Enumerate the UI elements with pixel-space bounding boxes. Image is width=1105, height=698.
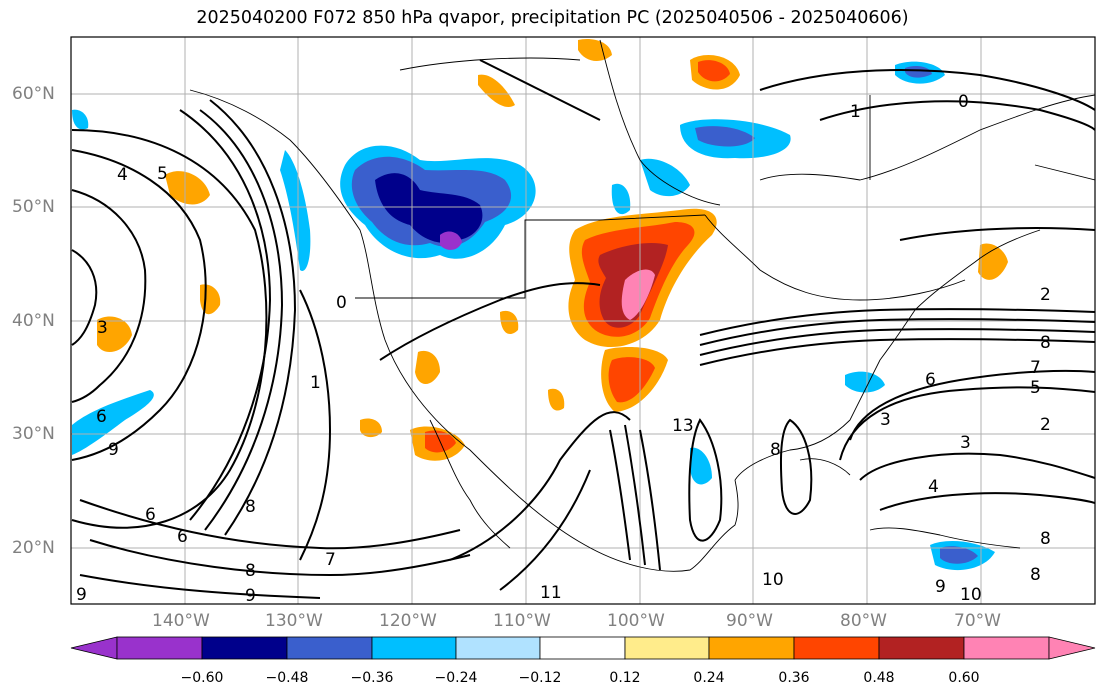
contour-label: 8 xyxy=(1030,565,1041,585)
colorbar-tick: 0.12 xyxy=(609,670,640,686)
lon-label-140: 140°W xyxy=(152,611,210,631)
lon-label-120: 120°W xyxy=(379,611,437,631)
contour-label: 11 xyxy=(540,583,562,603)
contour-label: 9 xyxy=(935,577,946,597)
contour-label: 1 xyxy=(850,102,861,122)
contour-label: 8 xyxy=(1040,529,1051,549)
precip-shading xyxy=(72,38,1008,571)
lat-label-40: 40°N xyxy=(12,311,55,331)
colorbar-extend-high xyxy=(1048,636,1096,660)
contour-label: 0 xyxy=(336,293,347,313)
contour-label: 2 xyxy=(1040,415,1051,435)
contour-label: 1 xyxy=(310,373,321,393)
colorbar-tick: −0.60 xyxy=(181,670,224,686)
contour-label: 3 xyxy=(960,433,971,453)
figure-title: 2025040200 F072 850 hPa qvapor, precipit… xyxy=(196,8,909,28)
contour-label: 10 xyxy=(960,585,982,605)
lon-label-80: 80°W xyxy=(840,611,887,631)
colorbar-tick: −0.24 xyxy=(435,670,478,686)
contour-label: 6 xyxy=(925,370,936,390)
contour-label: 3 xyxy=(97,318,108,338)
contour-label: 13 xyxy=(672,416,694,436)
contour-label: 8 xyxy=(1040,333,1051,353)
lat-label-50: 50°N xyxy=(12,197,55,217)
lon-label-90: 90°W xyxy=(726,611,773,631)
colorbar-extend-low xyxy=(70,636,118,660)
contour-label: 8 xyxy=(245,497,256,517)
colorbar-tick: 0.36 xyxy=(778,670,809,686)
lat-label-30: 30°N xyxy=(12,424,55,444)
lon-label-110: 110°W xyxy=(493,611,551,631)
colorbar-tick: 0.24 xyxy=(693,670,724,686)
contour-label: 3 xyxy=(880,410,891,430)
contour-label: 4 xyxy=(117,165,128,185)
contour-label: 8 xyxy=(770,440,781,460)
contour-label: 2 xyxy=(1040,285,1051,305)
contour-label: 5 xyxy=(157,164,168,184)
contour-label: 6 xyxy=(96,407,107,427)
contour-label: 7 xyxy=(325,550,336,570)
contour-label: 7 xyxy=(1030,358,1041,378)
colorbar: −0.60 −0.48 −0.36 −0.24 −0.12 0.12 0.24 … xyxy=(70,636,1096,686)
contour-label: 9 xyxy=(108,440,119,460)
colorbar-tick: −0.36 xyxy=(351,670,394,686)
lon-label-100: 100°W xyxy=(607,611,665,631)
lon-label-130: 130°W xyxy=(265,611,323,631)
lon-label-70: 70°W xyxy=(954,611,1001,631)
contour-label: 5 xyxy=(1030,378,1041,398)
map-frame xyxy=(70,36,1096,605)
colorbar-tick: 0.60 xyxy=(948,670,979,686)
lat-label-20: 20°N xyxy=(12,538,55,558)
contour-label: 4 xyxy=(928,477,939,497)
map-panel xyxy=(71,37,1095,604)
colorbar-tick: −0.48 xyxy=(266,670,309,686)
contour-label: 9 xyxy=(245,586,256,606)
contour-label: 9 xyxy=(76,585,87,605)
contour-label: 8 xyxy=(245,561,256,581)
contour-label: 10 xyxy=(762,570,784,590)
colorbar-tick: −0.12 xyxy=(519,670,562,686)
qvapor-contours xyxy=(71,59,1095,599)
contour-label: 6 xyxy=(177,527,188,547)
contour-label: 6 xyxy=(145,505,156,525)
contour-label: 0 xyxy=(958,92,969,112)
lat-label-60: 60°N xyxy=(12,84,55,104)
contour-labels: 0 1 2 3 4 5 6 7 8 9 10 11 13 3 3 4 8 8 9… xyxy=(76,92,1051,606)
colorbar-tick: 0.48 xyxy=(863,670,894,686)
